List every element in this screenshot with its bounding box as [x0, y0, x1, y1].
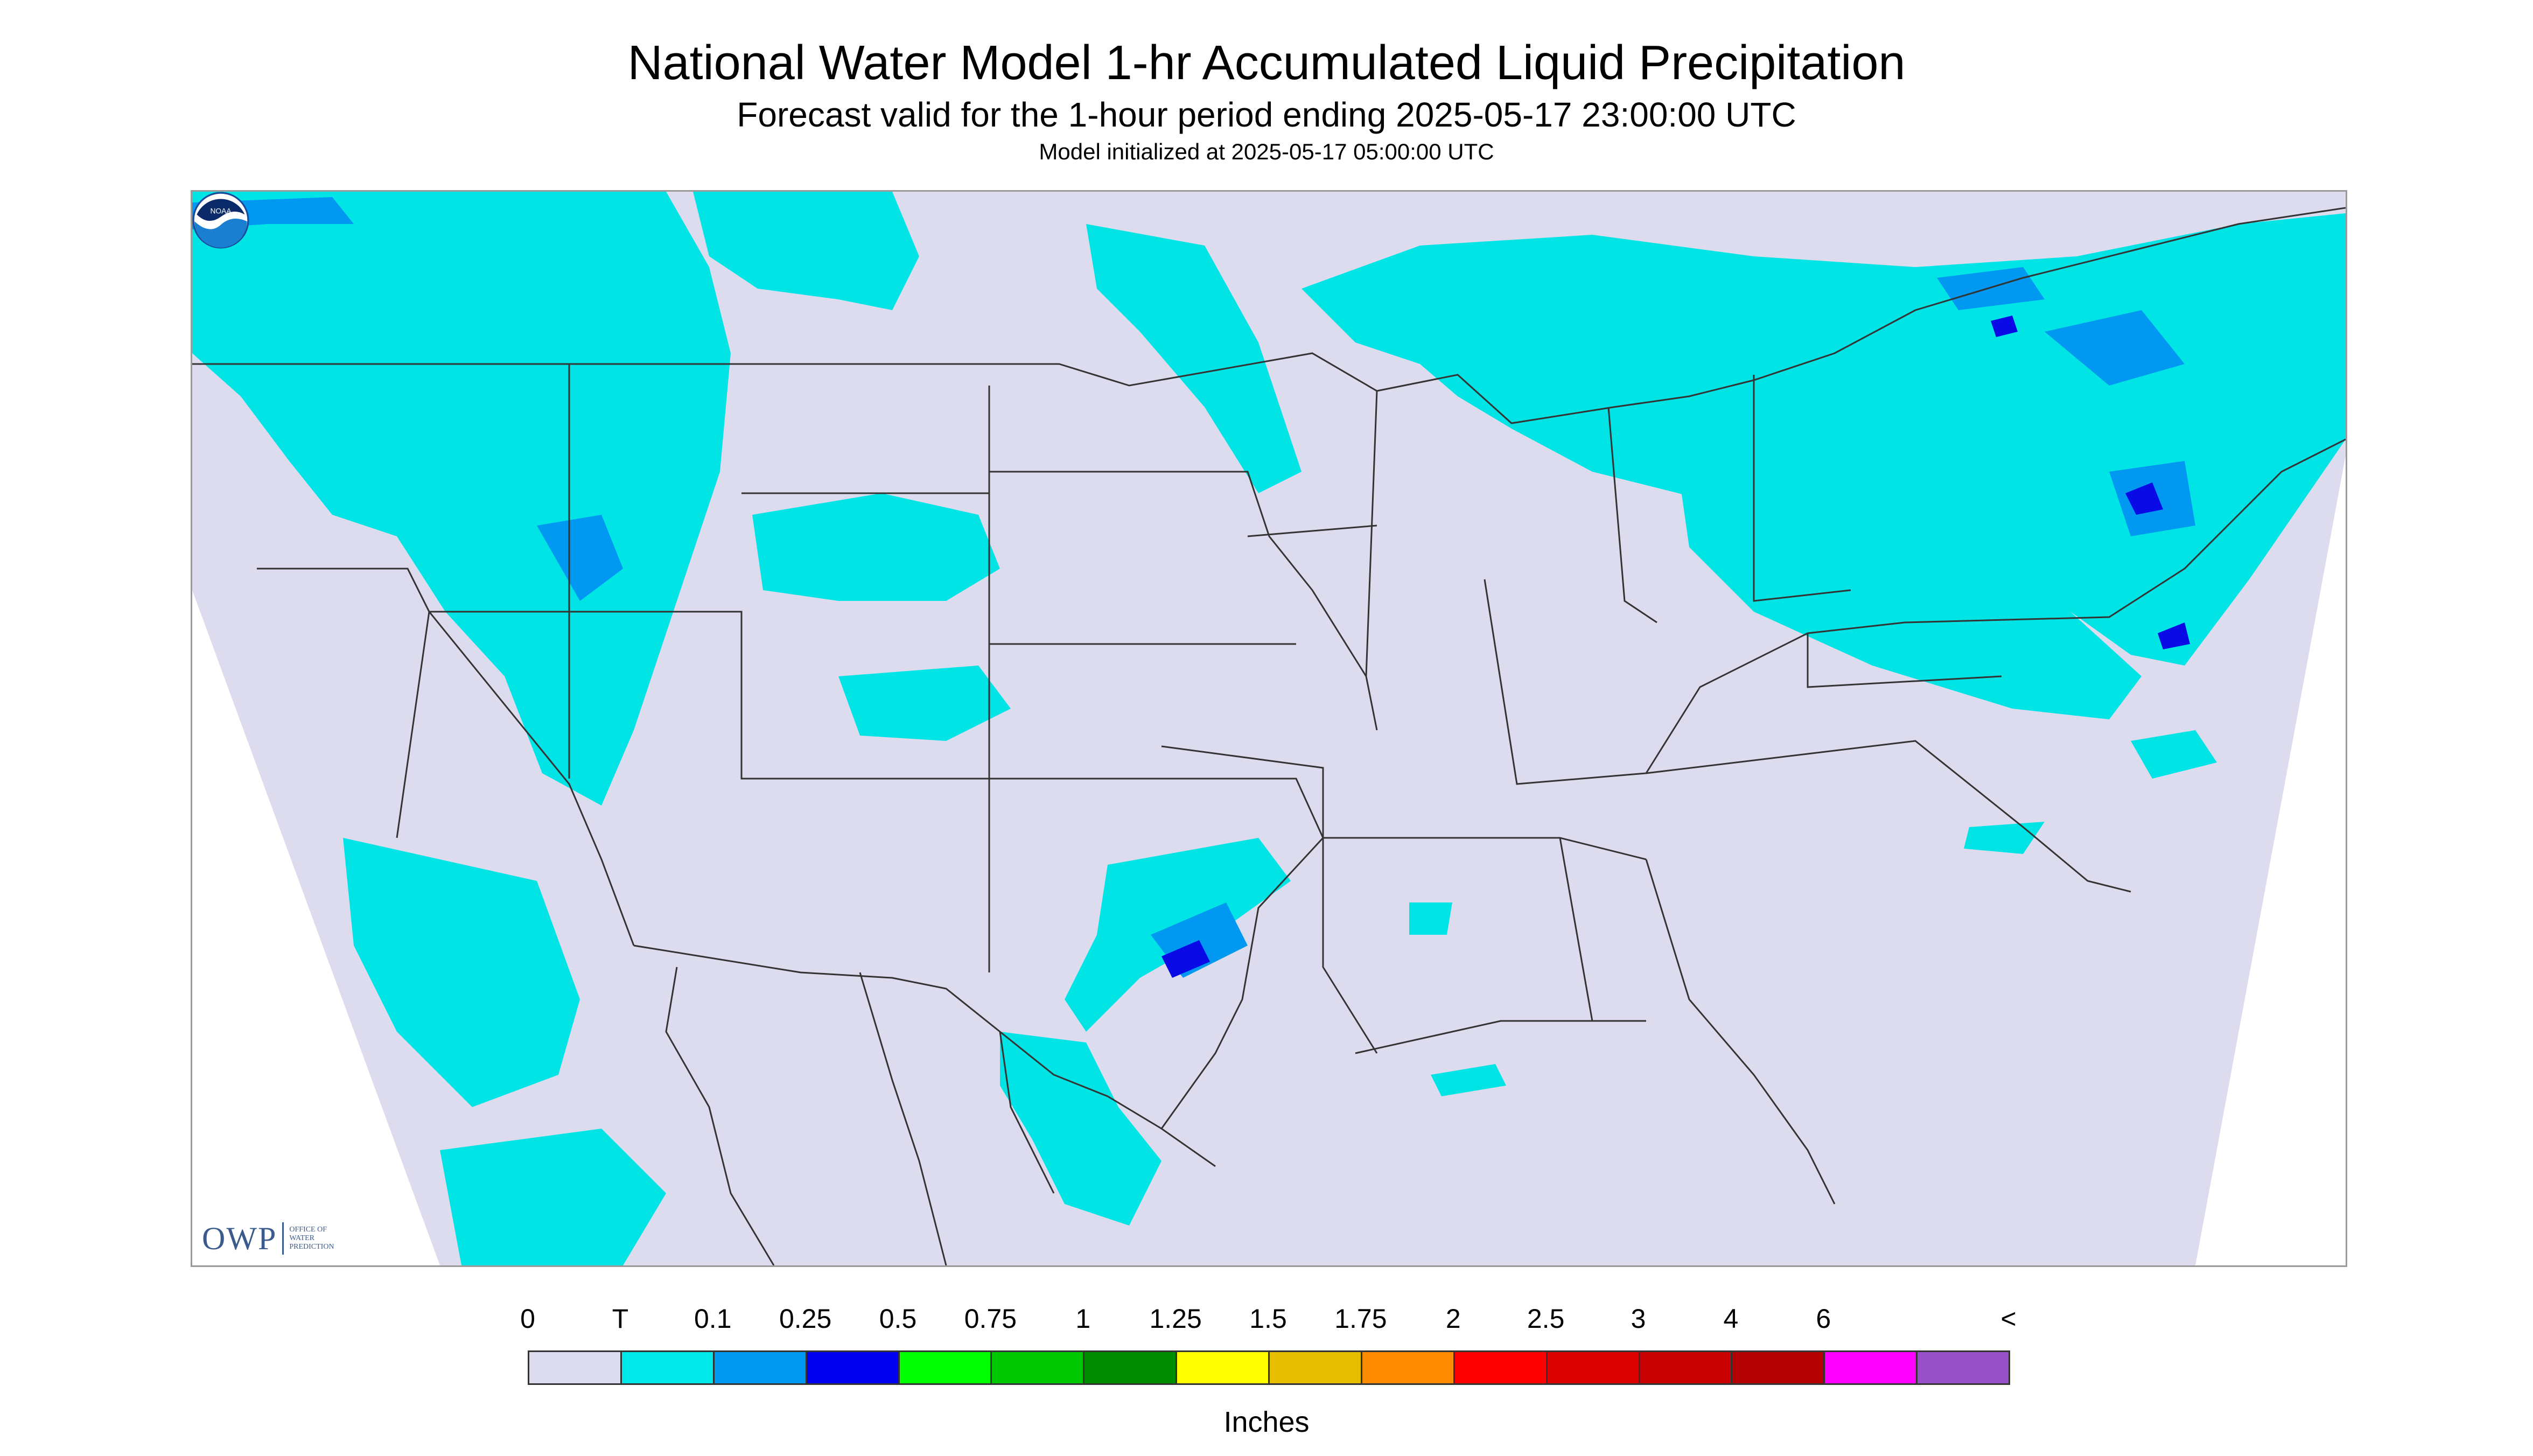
svg-text:NOAA: NOAA	[210, 207, 232, 215]
legend-swatch	[528, 1350, 622, 1385]
legend-label: 1.5	[1249, 1304, 1287, 1334]
legend-swatch	[1731, 1350, 1825, 1385]
owp-logo-subtext: OFFICE OF WATER PREDICTION	[289, 1226, 348, 1251]
precipitation-map: OWP OFFICE OF WATER PREDICTION NOAA	[191, 190, 2347, 1267]
legend-label: 0.1	[694, 1304, 732, 1334]
legend-swatch	[1638, 1350, 1733, 1385]
legend-label: 0	[520, 1304, 535, 1334]
legend-label: 1.75	[1334, 1304, 1387, 1334]
legend-swatch	[805, 1350, 900, 1385]
legend-units: Inches	[1223, 1406, 1310, 1438]
legend-swatch	[1823, 1350, 1918, 1385]
legend-label: 0.25	[779, 1304, 832, 1334]
legend-swatch	[1453, 1350, 1548, 1385]
legend-swatch	[620, 1350, 715, 1385]
legend-swatch	[898, 1350, 992, 1385]
owp-logo-text: OWP	[202, 1220, 277, 1256]
legend-color-bar	[528, 1350, 2010, 1385]
map-canvas	[192, 192, 2346, 1265]
state-and-country-borders	[192, 207, 2346, 1265]
legend-label: <	[2000, 1304, 2017, 1334]
map-title: National Water Model 1-hr Accumulated Li…	[627, 36, 1906, 90]
owp-line-3: PREDICTION	[289, 1243, 334, 1251]
owp-logo-divider	[282, 1222, 284, 1255]
legend-label: 0.75	[964, 1304, 1017, 1334]
legend-label: 4	[1723, 1304, 1739, 1334]
legend-swatch	[1175, 1350, 1270, 1385]
owp-logo: OWP OFFICE OF WATER PREDICTION	[202, 1217, 348, 1260]
owp-line-2: WATER	[289, 1234, 315, 1242]
map-subtitle: Forecast valid for the 1-hour period end…	[737, 95, 1796, 134]
legend-label: 1.25	[1149, 1304, 1202, 1334]
legend-label: 6	[1816, 1304, 1831, 1334]
legend-swatch	[990, 1350, 1085, 1385]
model-init-time: Model initialized at 2025-05-17 05:00:00…	[1039, 139, 1494, 164]
owp-line-1: OFFICE OF	[289, 1226, 327, 1234]
legend-label: 0.5	[879, 1304, 917, 1334]
legend-labels: 0 T 0.1 0.25 0.5 0.75 1 1.25 1.5 1.75 2 2.5 3 4 6 <	[0, 1303, 2533, 1341]
legend-swatch	[1545, 1350, 1640, 1385]
legend-swatch	[1083, 1350, 1178, 1385]
legend-swatch	[1916, 1350, 2010, 1385]
precip-0.25-areas	[1161, 316, 2190, 978]
legend-label: 1	[1075, 1304, 1091, 1334]
legend-swatch	[1360, 1350, 1455, 1385]
noaa-logo-icon: NOAA	[192, 192, 249, 249]
legend-swatch	[712, 1350, 807, 1385]
legend-label: T	[612, 1304, 629, 1334]
legend-label: 3	[1631, 1304, 1646, 1334]
legend-label: 2.5	[1527, 1304, 1565, 1334]
legend-label: 2	[1445, 1304, 1461, 1334]
legend-swatch	[1268, 1350, 1362, 1385]
